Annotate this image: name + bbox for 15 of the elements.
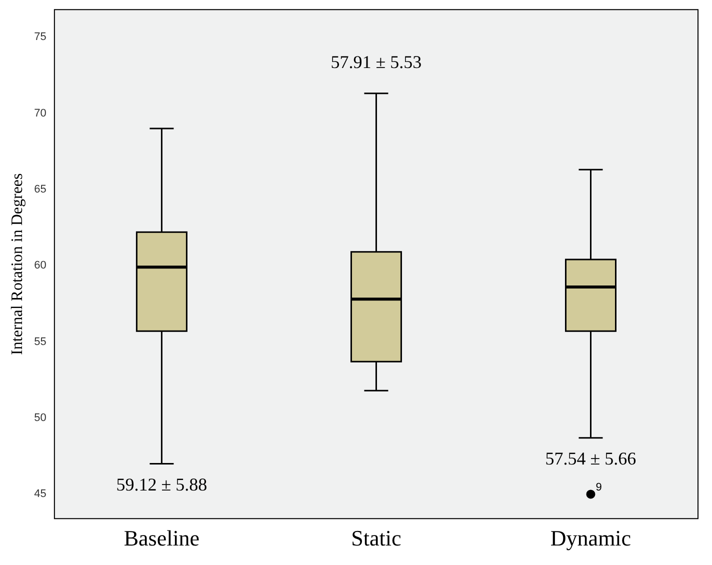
y-tick-label: 70 — [34, 107, 46, 120]
y-axis-title: Internal Rotation in Degrees — [8, 173, 26, 355]
x-tick-label: Dynamic — [550, 526, 632, 551]
annotation: 59.12 ± 5.88 — [116, 474, 208, 494]
y-tick-label: 60 — [34, 260, 46, 272]
x-tick-label: Baseline — [124, 526, 200, 551]
y-tick-label: 75 — [34, 31, 46, 44]
y-tick-label: 65 — [34, 183, 46, 196]
y-tick-label: 45 — [34, 488, 46, 500]
annotation: 57.91 ± 5.53 — [330, 52, 422, 72]
annotation: 9 — [596, 482, 602, 494]
y-tick-label: 55 — [34, 336, 46, 348]
x-tick-label: Static — [351, 526, 402, 551]
annotation: 57.54 ± 5.66 — [545, 448, 636, 469]
y-tick-label: 50 — [34, 412, 46, 424]
